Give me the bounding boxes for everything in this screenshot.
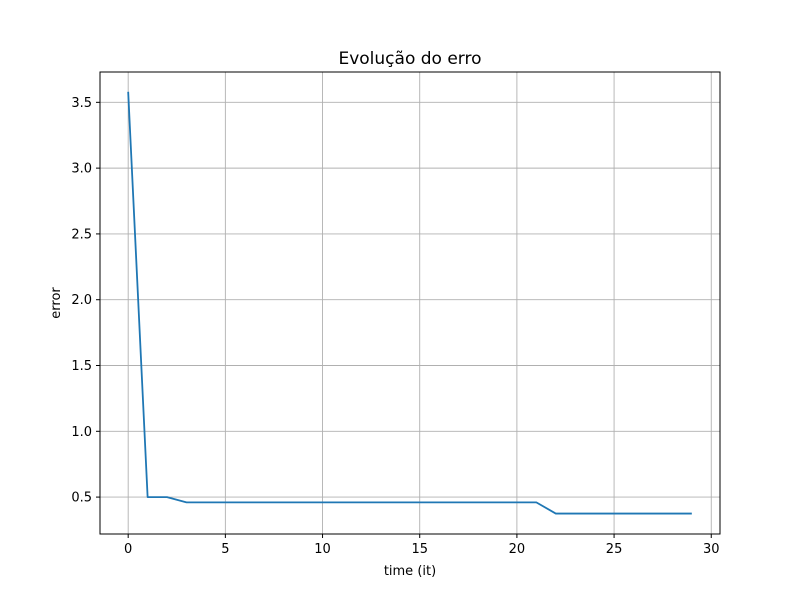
y-tick-label: 2.0 [71,293,92,308]
y-axis: 0.5 1.0 1.5 2.0 2.5 3.0 3.5 [71,96,100,506]
plot-frame [99,71,721,535]
x-tick-label: 0 [124,542,132,557]
x-tick-label: 5 [221,542,229,557]
y-tick-label: 3.0 [71,162,92,177]
x-tick-label: 30 [703,542,720,557]
y-tick-label: 0.5 [71,491,92,506]
y-tick-label: 3.5 [71,96,92,111]
y-tick-label: 1.0 [71,425,92,440]
y-tick-label: 1.5 [71,359,92,374]
x-tick-label: 15 [411,542,428,557]
x-axis: 0 5 10 15 20 25 30 [124,534,720,557]
x-axis-title: time (it) [384,564,436,579]
y-tick-label: 2.5 [71,227,92,242]
x-tick-label: 20 [509,542,526,557]
y-axis-title: error [49,287,64,319]
grid [100,72,720,534]
series-line [127,91,692,515]
x-tick-label: 10 [314,542,331,557]
series-layer [127,91,692,515]
x-tick-label: 25 [606,542,623,557]
chart-title: Evolução do erro [338,49,481,69]
